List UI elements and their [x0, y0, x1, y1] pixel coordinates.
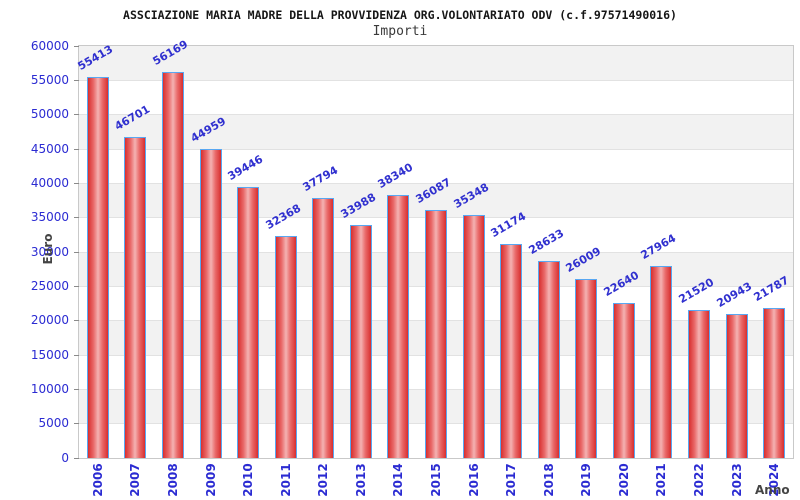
x-tick-label: 2006 — [90, 463, 105, 497]
bar-value-label: 37794 — [300, 164, 341, 195]
bar — [763, 308, 786, 458]
y-tick-mark — [74, 79, 79, 81]
y-tick-mark — [74, 217, 79, 219]
y-tick-mark — [74, 182, 79, 184]
y-tick-label: 40000 — [30, 175, 69, 190]
y-tick-label: 10000 — [30, 381, 69, 396]
bar-value-label: 39446 — [225, 152, 266, 184]
bar — [387, 194, 410, 458]
bar — [575, 279, 598, 458]
bar — [86, 77, 109, 458]
bar-value-label: 35348 — [451, 180, 491, 212]
bar-value-label: 33988 — [338, 190, 378, 221]
bar — [199, 149, 222, 458]
y-tick-label: 55000 — [30, 72, 69, 87]
x-tick-label: 2009 — [203, 463, 218, 497]
bar-value-label: 21520 — [676, 275, 717, 307]
y-tick-mark — [74, 354, 79, 356]
x-tick-label: 2017 — [504, 463, 519, 497]
y-tick-label: 60000 — [30, 38, 69, 53]
bar — [462, 215, 485, 458]
y-axis-title: Euro — [41, 233, 55, 265]
bar-value-label: 38340 — [375, 160, 416, 191]
bar — [425, 210, 447, 458]
y-tick-mark — [74, 388, 79, 390]
bar-value-label: 55413 — [75, 43, 115, 74]
x-tick-label: 2020 — [616, 463, 631, 497]
bar-value-label: 56169 — [150, 37, 191, 69]
x-tick-label: 2015 — [429, 463, 443, 497]
gridline — [79, 79, 793, 81]
y-tick-label: 50000 — [30, 107, 69, 122]
y-tick-label: 20000 — [30, 313, 69, 328]
bar — [237, 187, 260, 458]
x-tick-label: 2021 — [654, 463, 669, 497]
x-tick-label: 2022 — [692, 463, 707, 497]
chart-title: ASSCIAZIONE MARIA MADRE DELLA PROVVIDENZ… — [123, 8, 677, 22]
x-tick-label: 2007 — [128, 463, 143, 497]
bar — [500, 243, 523, 458]
gridline — [79, 114, 793, 116]
bar-value-label: 31174 — [488, 209, 529, 240]
bar-value-label: 21787 — [751, 273, 792, 305]
gridline — [79, 148, 793, 150]
bar-value-label: 22640 — [601, 268, 642, 299]
y-tick-mark — [74, 114, 79, 116]
y-tick-label: 35000 — [30, 210, 69, 225]
x-tick-label: 2014 — [391, 463, 406, 497]
y-tick-label: 15000 — [30, 347, 69, 362]
bar-value-label: 36087 — [413, 175, 454, 207]
y-tick-label: 0 — [61, 450, 69, 465]
bar-value-label: 46701 — [112, 102, 153, 134]
y-tick-mark — [74, 148, 79, 150]
bar-value-label: 27964 — [638, 231, 679, 262]
y-tick-label: 30000 — [30, 244, 69, 259]
x-tick-label: 2016 — [466, 463, 481, 497]
y-tick-mark — [74, 45, 79, 47]
chart-subtitle: Importi — [372, 24, 428, 39]
x-tick-label: 2010 — [241, 463, 256, 497]
y-tick-mark — [74, 285, 79, 287]
gridline — [79, 182, 793, 184]
bar — [312, 198, 335, 458]
bar — [688, 310, 711, 458]
bar — [725, 314, 748, 458]
x-tick-label: 2023 — [729, 463, 744, 497]
x-tick-label: 2013 — [353, 463, 368, 497]
x-tick-label: 2019 — [579, 463, 594, 497]
bar — [274, 235, 297, 458]
bar — [537, 261, 560, 458]
y-tick-label: 5000 — [38, 416, 69, 431]
y-tick-mark — [74, 423, 79, 425]
bar — [612, 302, 635, 458]
bar — [650, 265, 673, 458]
x-tick-label: 2008 — [165, 463, 180, 497]
x-tick-label: 2018 — [541, 463, 556, 497]
bar — [124, 137, 147, 458]
y-tick-label: 25000 — [30, 278, 69, 293]
y-tick-mark — [74, 320, 79, 322]
bar-value-label: 44959 — [188, 114, 228, 146]
bar — [349, 224, 372, 458]
bar-value-label: 28633 — [526, 226, 566, 258]
bar — [161, 72, 184, 458]
x-tick-label: 2012 — [316, 463, 331, 497]
y-tick-mark — [74, 251, 79, 253]
bar-value-label: 26009 — [563, 244, 604, 276]
x-tick-label: 2011 — [278, 463, 293, 497]
y-tick-mark — [74, 457, 79, 459]
plot-area: 0 5000 10000 15000 20000 25000 30000 35000 40000… — [31, 38, 794, 497]
y-tick-label: 45000 — [30, 141, 69, 156]
x-axis-title: Anno — [755, 483, 790, 497]
bar-value-label: 20943 — [714, 279, 754, 311]
